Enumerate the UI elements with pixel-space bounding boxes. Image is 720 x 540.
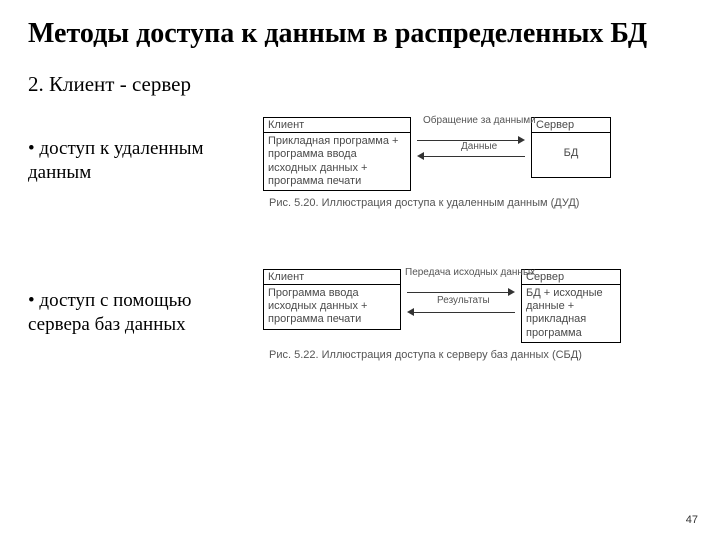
arrow-right-icon	[518, 136, 525, 144]
d2-server-box: Сервер БД + исходные данные + прикладная…	[521, 269, 621, 343]
row-1: • доступ к удаленным данным Клиент Прикл…	[28, 117, 692, 209]
d2-client-body: Программа ввода исходных данных + програ…	[264, 285, 400, 329]
d2-server-header: Сервер	[522, 270, 620, 285]
d1-arrow-top-label: Обращение за данными	[423, 115, 536, 126]
arrow-left-icon	[407, 308, 414, 316]
d2-client-header: Клиент	[264, 270, 400, 285]
diagram-1: Клиент Прикладная программа + программа …	[263, 117, 692, 209]
d1-server-box: Сервер БД	[531, 117, 611, 178]
diagram-2: Клиент Программа ввода исходных данных +…	[263, 269, 692, 361]
d1-client-header: Клиент	[264, 118, 410, 133]
bullet-1: • доступ к удаленным данным	[28, 137, 253, 185]
row-2: • доступ с помощью сервера баз данных Кл…	[28, 269, 692, 361]
d2-arrows: Передача исходных данных Результаты	[401, 269, 521, 329]
arrow-left-icon	[417, 152, 424, 160]
d1-arrow-bot-label: Данные	[461, 141, 497, 152]
d2-client-box: Клиент Программа ввода исходных данных +…	[263, 269, 401, 330]
d1-client-body: Прикладная программа + программа ввода и…	[264, 133, 410, 190]
d2-caption: Рис. 5.22. Иллюстрация доступа к серверу…	[263, 349, 692, 361]
subtitle: 2. Клиент - сервер	[28, 72, 692, 97]
bullet-2: • доступ с помощью сервера баз данных	[28, 289, 253, 337]
page-number: 47	[686, 514, 698, 526]
d1-server-header: Сервер	[532, 118, 610, 133]
page-title: Методы доступа к данным в распределенных…	[28, 18, 692, 50]
d2-arrow-bot-label: Результаты	[437, 295, 490, 306]
d1-client-box: Клиент Прикладная программа + программа …	[263, 117, 411, 191]
d1-caption: Рис. 5.20. Иллюстрация доступа к удаленн…	[263, 197, 692, 209]
d2-server-body: БД + исходные данные + прикладная програ…	[522, 285, 620, 342]
arrow-right-icon	[508, 288, 515, 296]
d1-server-body: БД	[532, 133, 610, 177]
d2-arrow-top-label: Передача исходных данных	[405, 267, 535, 278]
d1-arrows: Обращение за данными Данные	[411, 117, 531, 177]
